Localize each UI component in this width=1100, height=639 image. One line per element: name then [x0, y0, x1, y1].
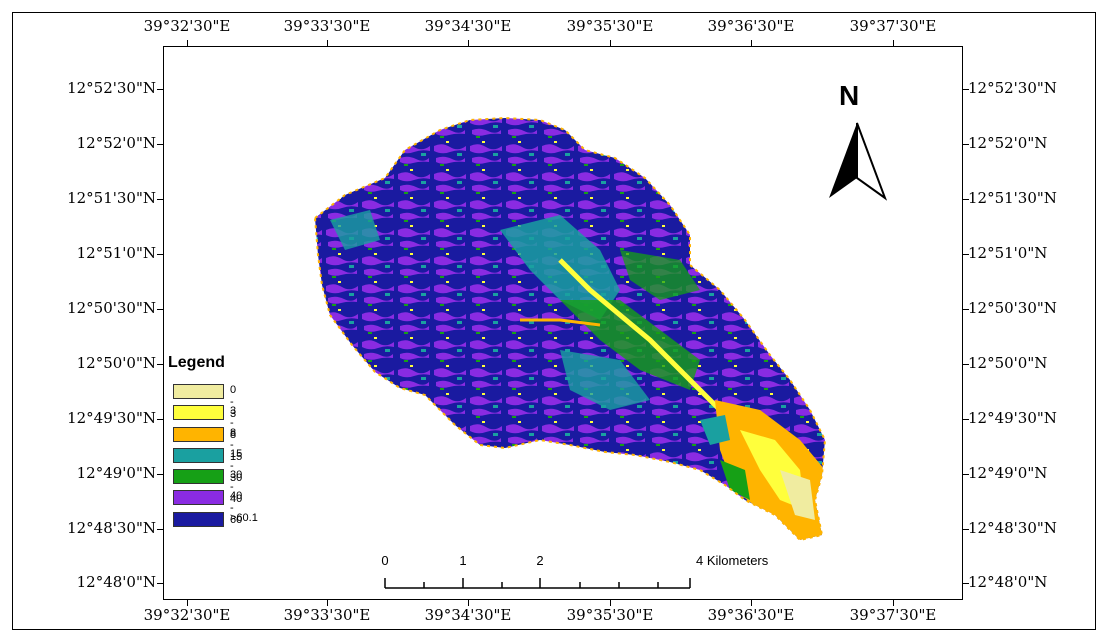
latitude-label-right: 12°48'30"N	[968, 519, 1057, 537]
latitude-label-left: 12°52'0"N	[76, 134, 156, 152]
graticule-tick	[157, 474, 163, 475]
graticule-tick	[751, 40, 752, 46]
legend-label: >60.1	[230, 511, 258, 524]
graticule-tick	[157, 364, 163, 365]
latitude-label-right: 12°48'0"N	[968, 573, 1048, 591]
graticule-tick	[610, 600, 611, 606]
graticule-tick	[963, 364, 969, 365]
latitude-label-left: 12°50'30"N	[67, 299, 156, 317]
legend-label: 0 - 3	[230, 384, 237, 420]
scale-label-2: 2	[536, 553, 544, 568]
legend-label: 3 - 8	[230, 405, 237, 442]
graticule-tick	[327, 600, 328, 606]
graticule-tick	[157, 419, 163, 420]
longitude-label-top: 39°37'30"E	[849, 17, 937, 35]
legend-label: 40 - 60	[230, 490, 243, 527]
north-arrow-icon	[829, 122, 888, 201]
graticule-tick	[157, 254, 163, 255]
scale-label-0: 0	[381, 553, 389, 568]
legend-swatch	[173, 447, 224, 463]
latitude-label-right: 12°52'30"N	[968, 79, 1057, 97]
latitude-label-left: 12°48'0"N	[76, 573, 156, 591]
legend-label: 15 - 30	[230, 447, 243, 484]
legend-item: >60.1	[168, 510, 258, 531]
legend-title: Legend	[168, 354, 225, 371]
legend-swatch	[173, 469, 224, 485]
graticule-tick	[893, 40, 894, 46]
graticule-tick	[157, 309, 163, 310]
graticule-tick	[468, 600, 469, 606]
latitude-label-right: 12°52'0"N	[968, 134, 1048, 152]
legend-item: 40 - 60	[168, 488, 242, 526]
legend-label: 8 - 15	[230, 426, 243, 463]
latitude-label-left: 12°51'0"N	[76, 244, 156, 262]
longitude-label-bottom: 39°33'30"E	[283, 606, 371, 624]
graticule-tick	[963, 254, 969, 255]
graticule-tick	[963, 529, 969, 530]
graticule-tick	[157, 144, 163, 145]
longitude-label-bottom: 39°32'30"E	[143, 606, 231, 624]
legend-swatch	[173, 490, 224, 506]
longitude-label-bottom: 39°34'30"E	[424, 606, 512, 624]
legend-item: 3 - 8	[168, 403, 236, 441]
latitude-label-left: 12°48'30"N	[67, 519, 156, 537]
legend-swatch	[173, 405, 224, 421]
graticule-tick	[963, 419, 969, 420]
longitude-label-top: 39°33'30"E	[283, 17, 371, 35]
latitude-label-right: 12°51'30"N	[968, 189, 1057, 207]
graticule-tick	[963, 583, 969, 584]
map-neatline	[163, 46, 963, 600]
graticule-tick	[963, 474, 969, 475]
graticule-tick	[963, 309, 969, 310]
legend-item: 0 - 3	[168, 382, 236, 420]
graticule-tick	[963, 199, 969, 200]
latitude-label-left: 12°49'30"N	[67, 409, 156, 427]
legend-item: 8 - 15	[168, 425, 242, 463]
legend-label: 30 - 40	[230, 469, 243, 506]
graticule-tick	[893, 600, 894, 606]
graticule-tick	[157, 583, 163, 584]
longitude-label-top: 39°36'30"E	[707, 17, 795, 35]
longitude-label-bottom: 39°36'30"E	[707, 606, 795, 624]
graticule-tick	[157, 529, 163, 530]
map-frame	[12, 12, 1096, 630]
latitude-label-right: 12°49'0"N	[968, 464, 1048, 482]
north-label: N	[839, 80, 860, 111]
longitude-label-top: 39°32'30"E	[143, 17, 231, 35]
latitude-label-right: 12°50'0"N	[968, 354, 1048, 372]
legend-swatch	[173, 426, 224, 442]
longitude-label-bottom: 39°37'30"E	[849, 606, 937, 624]
legend-item: 30 - 40	[168, 467, 242, 505]
graticule-tick	[157, 199, 163, 200]
scale-label-1: 1	[459, 553, 467, 568]
graticule-tick	[327, 40, 328, 46]
latitude-label-left: 12°51'30"N	[67, 189, 156, 207]
latitude-label-right: 12°50'30"N	[968, 299, 1057, 317]
latitude-label-left: 12°52'30"N	[67, 79, 156, 97]
graticule-tick	[751, 600, 752, 606]
graticule-tick	[187, 40, 188, 46]
scale-bar: 0 1 2 4 Kilometers	[380, 553, 830, 593]
legend-item: 15 - 30	[168, 446, 242, 484]
graticule-tick	[963, 89, 969, 90]
latitude-label-left: 12°50'0"N	[76, 354, 156, 372]
longitude-label-bottom: 39°35'30"E	[566, 606, 654, 624]
latitude-label-left: 12°49'0"N	[76, 464, 156, 482]
scale-label-4-km: 4 Kilometers	[696, 553, 769, 568]
longitude-label-top: 39°34'30"E	[424, 17, 512, 35]
legend-swatch	[173, 511, 224, 527]
latitude-label-right: 12°51'0"N	[968, 244, 1048, 262]
latitude-label-right: 12°49'30"N	[968, 409, 1057, 427]
scale-bar-line	[384, 578, 691, 589]
longitude-label-top: 39°35'30"E	[566, 17, 654, 35]
graticule-tick	[963, 144, 969, 145]
graticule-tick	[468, 40, 469, 46]
graticule-tick	[157, 89, 163, 90]
graticule-tick	[187, 600, 188, 606]
legend-swatch	[173, 384, 224, 399]
graticule-tick	[610, 40, 611, 46]
